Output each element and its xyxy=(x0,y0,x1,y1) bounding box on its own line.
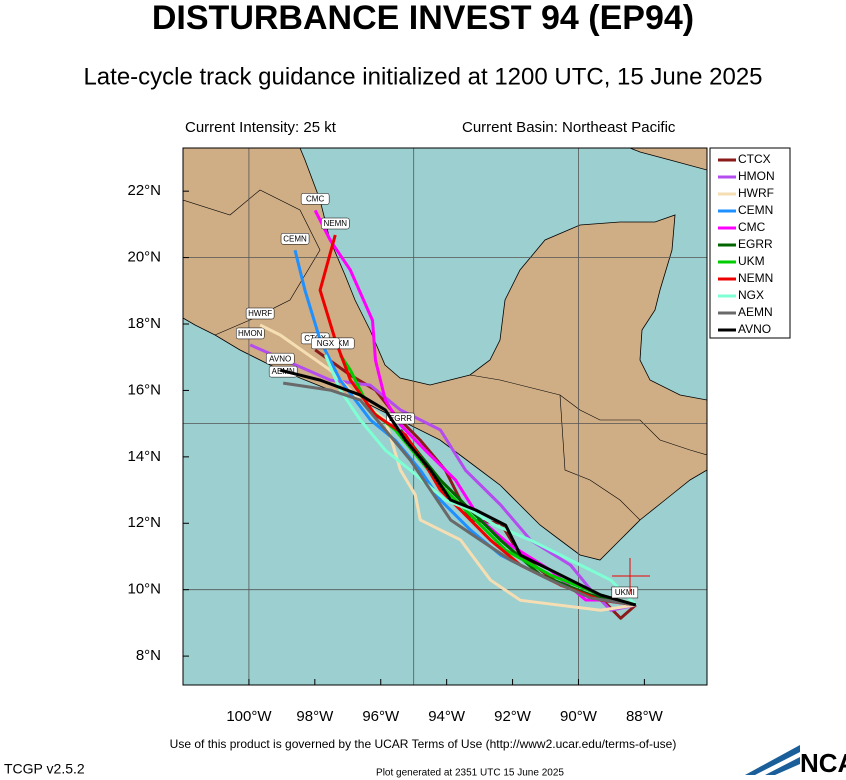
annotation-box xyxy=(611,586,639,599)
track-label: NEMN xyxy=(323,219,347,228)
legend-label: HMON xyxy=(738,169,775,183)
track-label: CMC xyxy=(306,195,324,204)
x-tick-label: 98°W xyxy=(296,708,334,725)
legend-box xyxy=(709,147,791,339)
footer: Use of this product is governed by the U… xyxy=(170,737,677,751)
y-tick-label: 14°N xyxy=(127,448,161,465)
x-tick-label: 94°W xyxy=(428,708,466,725)
x-tick-label: 92°W xyxy=(494,708,532,725)
track-label: HMON xyxy=(238,329,263,338)
legend-label: AEMN xyxy=(738,305,773,319)
legend-label: EGRR xyxy=(738,237,773,251)
y-tick-label: 12°N xyxy=(127,514,161,531)
y-tick-label: 22°N xyxy=(127,182,161,199)
x-tick-label: 90°W xyxy=(560,708,598,725)
legend-label: AVNO xyxy=(738,322,771,336)
track-label: AVNO xyxy=(269,354,291,363)
y-tick-label: 18°N xyxy=(127,315,161,332)
track-line xyxy=(282,381,637,607)
cuba xyxy=(629,148,707,171)
axes: 100°W 98°W 96°W 94°W 92°W 90°W 88°W 8°N 10°N 12°N… xyxy=(127,182,663,725)
x-tick-label: 100°W xyxy=(226,708,272,725)
x-tick-label: 88°W xyxy=(626,708,664,725)
tracks: CTCXHMONHWRFCEMNCMCEGRRUKMNEMNNGXAEMNAVN… xyxy=(235,193,639,620)
track-label: UKM xyxy=(331,339,349,348)
logo: NCAR xyxy=(745,745,846,778)
track-label: EGRR xyxy=(389,414,412,423)
logo-text: NCAR xyxy=(800,748,846,778)
generated: Plot generated at 2351 UTC 15 June 2025 xyxy=(376,768,564,779)
intensity: Current Intensity: 25 kt xyxy=(185,119,337,136)
legend-label: CEMN xyxy=(738,203,773,217)
track-label-box xyxy=(235,327,265,340)
track-line xyxy=(323,354,637,607)
track-label-box xyxy=(311,337,340,350)
y-tick-label: 10°N xyxy=(127,581,161,598)
frame xyxy=(182,147,708,686)
track-label-box xyxy=(300,193,330,205)
track-label-box xyxy=(245,307,275,320)
track-line xyxy=(279,368,637,607)
land xyxy=(183,148,707,561)
borders xyxy=(469,374,707,456)
x-tick-label: 96°W xyxy=(362,708,400,725)
borders xyxy=(559,394,641,521)
current-position xyxy=(612,558,650,594)
logo-mark xyxy=(745,745,800,775)
y-tick-label: 16°N xyxy=(127,381,161,398)
legend-label: CTCX xyxy=(738,152,771,166)
track-label-box xyxy=(321,217,350,230)
legend: CTCX HMON HWRF CEMN CMC EGRR UKM NEMN NGX AEMN AVN… xyxy=(718,152,775,336)
legend-label: CMC xyxy=(738,220,766,234)
legend-label: UKM xyxy=(738,254,765,268)
legend-label: HWRF xyxy=(738,186,774,200)
track-label-box xyxy=(280,233,310,245)
basin: Current Basin: Northeast Pacific xyxy=(462,119,676,136)
track-label: CEMN xyxy=(283,234,307,243)
y-tick-label: 8°N xyxy=(136,647,161,664)
y-tick-label: 20°N xyxy=(127,249,161,266)
legend-label: NEMN xyxy=(738,271,773,285)
track-label-box xyxy=(265,352,295,365)
title: DISTURBANCE INVEST 94 (EP94) xyxy=(152,0,694,37)
subtitle: Late-cycle track guidance initialized at… xyxy=(83,63,762,90)
track-label: NGX xyxy=(317,339,335,348)
legend-label: NGX xyxy=(738,288,764,302)
version: TCGP v2.5.2 xyxy=(4,761,85,777)
track-label: HWRF xyxy=(248,309,272,318)
map-background xyxy=(183,148,707,685)
annotation: UKMI xyxy=(615,588,635,597)
